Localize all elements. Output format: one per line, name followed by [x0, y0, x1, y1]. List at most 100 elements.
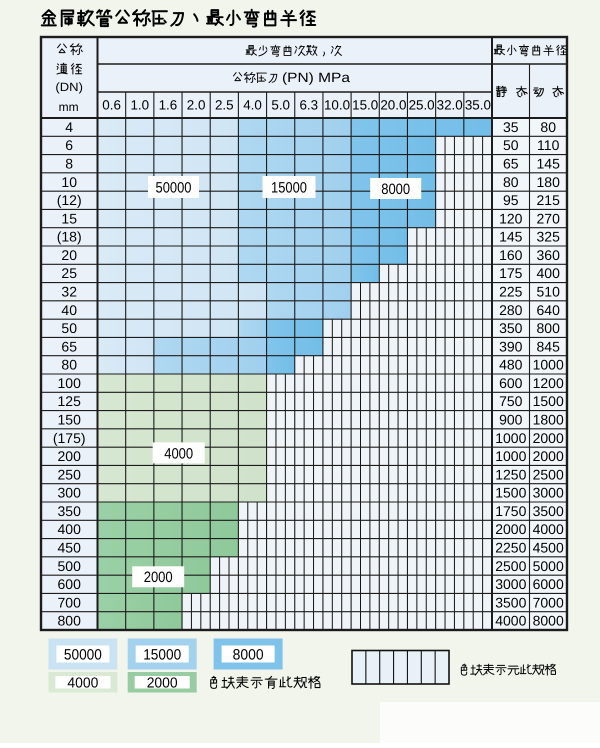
svg-text:640: 640 [537, 302, 561, 318]
svg-text:215: 215 [537, 192, 561, 208]
svg-text:300: 300 [58, 485, 82, 501]
svg-text:400: 400 [537, 265, 561, 281]
svg-text:3500: 3500 [495, 594, 526, 610]
svg-text:1000: 1000 [495, 430, 526, 446]
svg-text:4500: 4500 [533, 540, 564, 556]
svg-text:20.0: 20.0 [380, 98, 406, 113]
svg-text:2000: 2000 [147, 676, 178, 692]
svg-text:800: 800 [58, 613, 82, 629]
svg-text:7000: 7000 [533, 594, 564, 610]
svg-text:270: 270 [537, 210, 561, 226]
svg-text:350: 350 [499, 320, 523, 336]
svg-text:1250: 1250 [495, 466, 526, 482]
svg-text:15000: 15000 [143, 646, 181, 663]
svg-text:(18): (18) [57, 229, 82, 245]
svg-text:600: 600 [58, 576, 82, 592]
svg-text:6000: 6000 [533, 576, 564, 592]
svg-text:15: 15 [61, 210, 77, 226]
svg-text:(PN) MPa: (PN) MPa [282, 70, 351, 85]
svg-text:1000: 1000 [533, 357, 564, 373]
svg-text:390: 390 [499, 338, 523, 354]
svg-text:4: 4 [65, 119, 73, 135]
svg-text:25: 25 [61, 265, 77, 281]
svg-text:(12): (12) [57, 192, 82, 208]
svg-text:8000: 8000 [233, 646, 264, 663]
svg-text:8000: 8000 [533, 613, 564, 629]
svg-text:8: 8 [65, 156, 73, 172]
svg-text:280: 280 [499, 302, 523, 318]
svg-text:95: 95 [503, 192, 519, 208]
svg-text:5.0: 5.0 [271, 98, 290, 113]
svg-text:450: 450 [58, 540, 82, 556]
svg-text:2.5: 2.5 [215, 98, 234, 113]
svg-text:2250: 2250 [495, 540, 526, 556]
svg-text:50: 50 [61, 320, 77, 336]
svg-text:mm: mm [59, 100, 79, 114]
svg-text:1500: 1500 [533, 393, 564, 409]
svg-text:2000: 2000 [144, 569, 173, 586]
svg-text:180: 180 [537, 174, 561, 190]
svg-text:8000: 8000 [381, 181, 410, 198]
svg-text:145: 145 [499, 229, 523, 245]
svg-text:80: 80 [61, 357, 77, 373]
svg-text:4000: 4000 [164, 445, 193, 462]
svg-text:1800: 1800 [533, 412, 564, 428]
svg-text:1500: 1500 [495, 485, 526, 501]
svg-text:1000: 1000 [495, 448, 526, 464]
svg-text:15.0: 15.0 [352, 98, 378, 113]
svg-text:2000: 2000 [533, 448, 564, 464]
svg-text:5000: 5000 [533, 558, 564, 574]
svg-text:360: 360 [537, 247, 561, 263]
svg-text:6: 6 [65, 137, 73, 153]
svg-text:35.0: 35.0 [465, 98, 491, 113]
svg-text:80: 80 [540, 119, 556, 135]
svg-text:15000: 15000 [271, 179, 307, 196]
svg-text:150: 150 [58, 412, 82, 428]
svg-text:2000: 2000 [533, 430, 564, 446]
svg-text:160: 160 [499, 247, 523, 263]
svg-text:1750: 1750 [495, 503, 526, 519]
svg-text:600: 600 [499, 375, 523, 391]
svg-text:(175): (175) [53, 430, 86, 446]
svg-text:6.3: 6.3 [299, 98, 318, 113]
svg-text:20: 20 [61, 247, 77, 263]
svg-text:0.6: 0.6 [102, 98, 121, 113]
svg-text:4000: 4000 [67, 676, 98, 692]
svg-text:1.6: 1.6 [159, 98, 178, 113]
svg-text:35: 35 [503, 119, 519, 135]
svg-text:200: 200 [58, 448, 82, 464]
svg-text:2000: 2000 [495, 521, 526, 537]
svg-text:65: 65 [503, 156, 519, 172]
svg-text:125: 125 [58, 393, 82, 409]
svg-text:3500: 3500 [533, 503, 564, 519]
svg-text:250: 250 [58, 466, 82, 482]
svg-text:25.0: 25.0 [409, 98, 435, 113]
svg-text:(DN): (DN) [55, 80, 83, 94]
svg-text:700: 700 [58, 594, 82, 610]
svg-text:1200: 1200 [533, 375, 564, 391]
svg-text:845: 845 [537, 338, 561, 354]
svg-text:1.0: 1.0 [130, 98, 149, 113]
svg-text:32: 32 [61, 284, 77, 300]
svg-text:4000: 4000 [533, 521, 564, 537]
svg-text:175: 175 [499, 265, 523, 281]
svg-text:120: 120 [499, 210, 523, 226]
svg-text:510: 510 [537, 284, 561, 300]
svg-text:2500: 2500 [495, 558, 526, 574]
svg-text:400: 400 [58, 521, 82, 537]
svg-text:145: 145 [537, 156, 561, 172]
svg-text:900: 900 [499, 412, 523, 428]
svg-text:2.0: 2.0 [187, 98, 206, 113]
svg-text:110: 110 [537, 137, 560, 153]
svg-text:50000: 50000 [156, 179, 192, 196]
svg-text:32.0: 32.0 [437, 98, 463, 113]
svg-text:350: 350 [58, 503, 82, 519]
svg-text:40: 40 [61, 302, 77, 318]
svg-text:80: 80 [503, 174, 519, 190]
svg-text:800: 800 [537, 320, 561, 336]
svg-text:10: 10 [61, 174, 77, 190]
svg-text:3000: 3000 [533, 485, 564, 501]
svg-text:480: 480 [499, 357, 523, 373]
svg-text:500: 500 [58, 558, 82, 574]
svg-text:50: 50 [503, 137, 519, 153]
